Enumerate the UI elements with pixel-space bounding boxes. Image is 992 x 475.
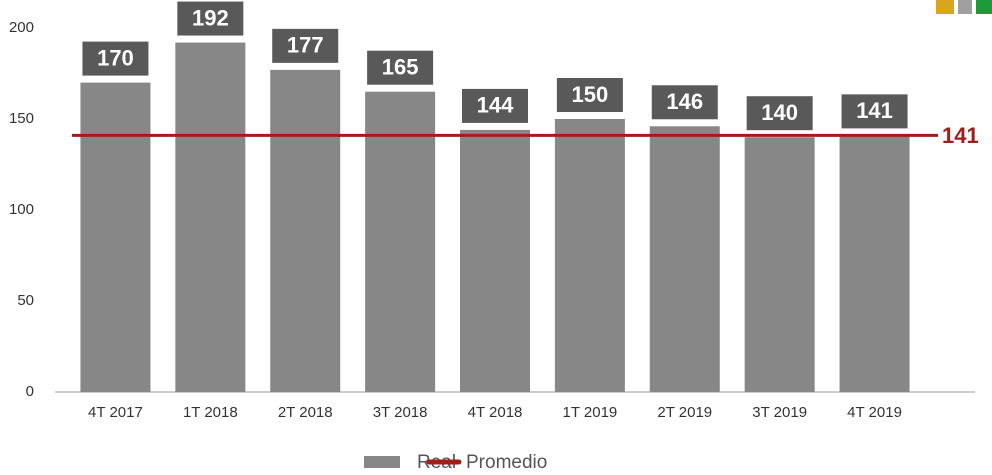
bar (175, 42, 246, 393)
y-tick-label: 0 (26, 383, 34, 400)
data-label-box (746, 96, 813, 131)
bar (80, 82, 151, 392)
data-label-box (177, 1, 244, 36)
y-tick-label: 200 (9, 19, 34, 36)
data-label-box (462, 88, 528, 123)
bar (554, 119, 625, 392)
data-label-box (556, 78, 623, 112)
x-tick-label: 4T 2017 (88, 404, 143, 421)
bar (365, 91, 436, 392)
x-tick-label: 2T 2019 (657, 404, 712, 421)
data-label: 165 (382, 55, 419, 80)
decor (958, 0, 972, 14)
data-label-box (82, 41, 149, 76)
decor (976, 0, 992, 14)
x-tick-label: 1T 2019 (562, 404, 617, 421)
data-label: 140 (761, 100, 798, 125)
x-tick-label: 1T 2018 (183, 404, 238, 421)
x-tick-label: 3T 2018 (373, 404, 428, 421)
x-tick-label: 4T 2018 (468, 404, 523, 421)
bar (839, 135, 910, 392)
x-tick-label: 4T 2019 (847, 404, 902, 421)
data-label-box (651, 85, 718, 120)
data-label: 141 (856, 98, 893, 123)
y-tick-label: 150 (9, 110, 34, 127)
data-label: 170 (97, 45, 134, 70)
average-label: 141 (942, 123, 979, 148)
legend-label: Promedio (466, 452, 547, 473)
data-label-box (367, 50, 434, 85)
bar (460, 129, 530, 393)
x-tick-label: 3T 2019 (752, 404, 807, 421)
data-label: 150 (572, 82, 609, 107)
y-tick-label: 50 (17, 292, 34, 309)
data-label-box (272, 28, 339, 63)
data-label: 177 (287, 33, 324, 58)
bar (649, 126, 720, 392)
data-label: 192 (192, 5, 229, 30)
bar (270, 69, 341, 393)
data-label: 144 (477, 93, 514, 118)
legend-swatch (364, 456, 400, 468)
y-tick-label: 100 (9, 201, 34, 218)
data-label-box (841, 94, 908, 129)
data-label: 146 (666, 89, 703, 114)
decor (936, 0, 954, 14)
bar (744, 137, 815, 392)
x-tick-label: 2T 2018 (278, 404, 333, 421)
